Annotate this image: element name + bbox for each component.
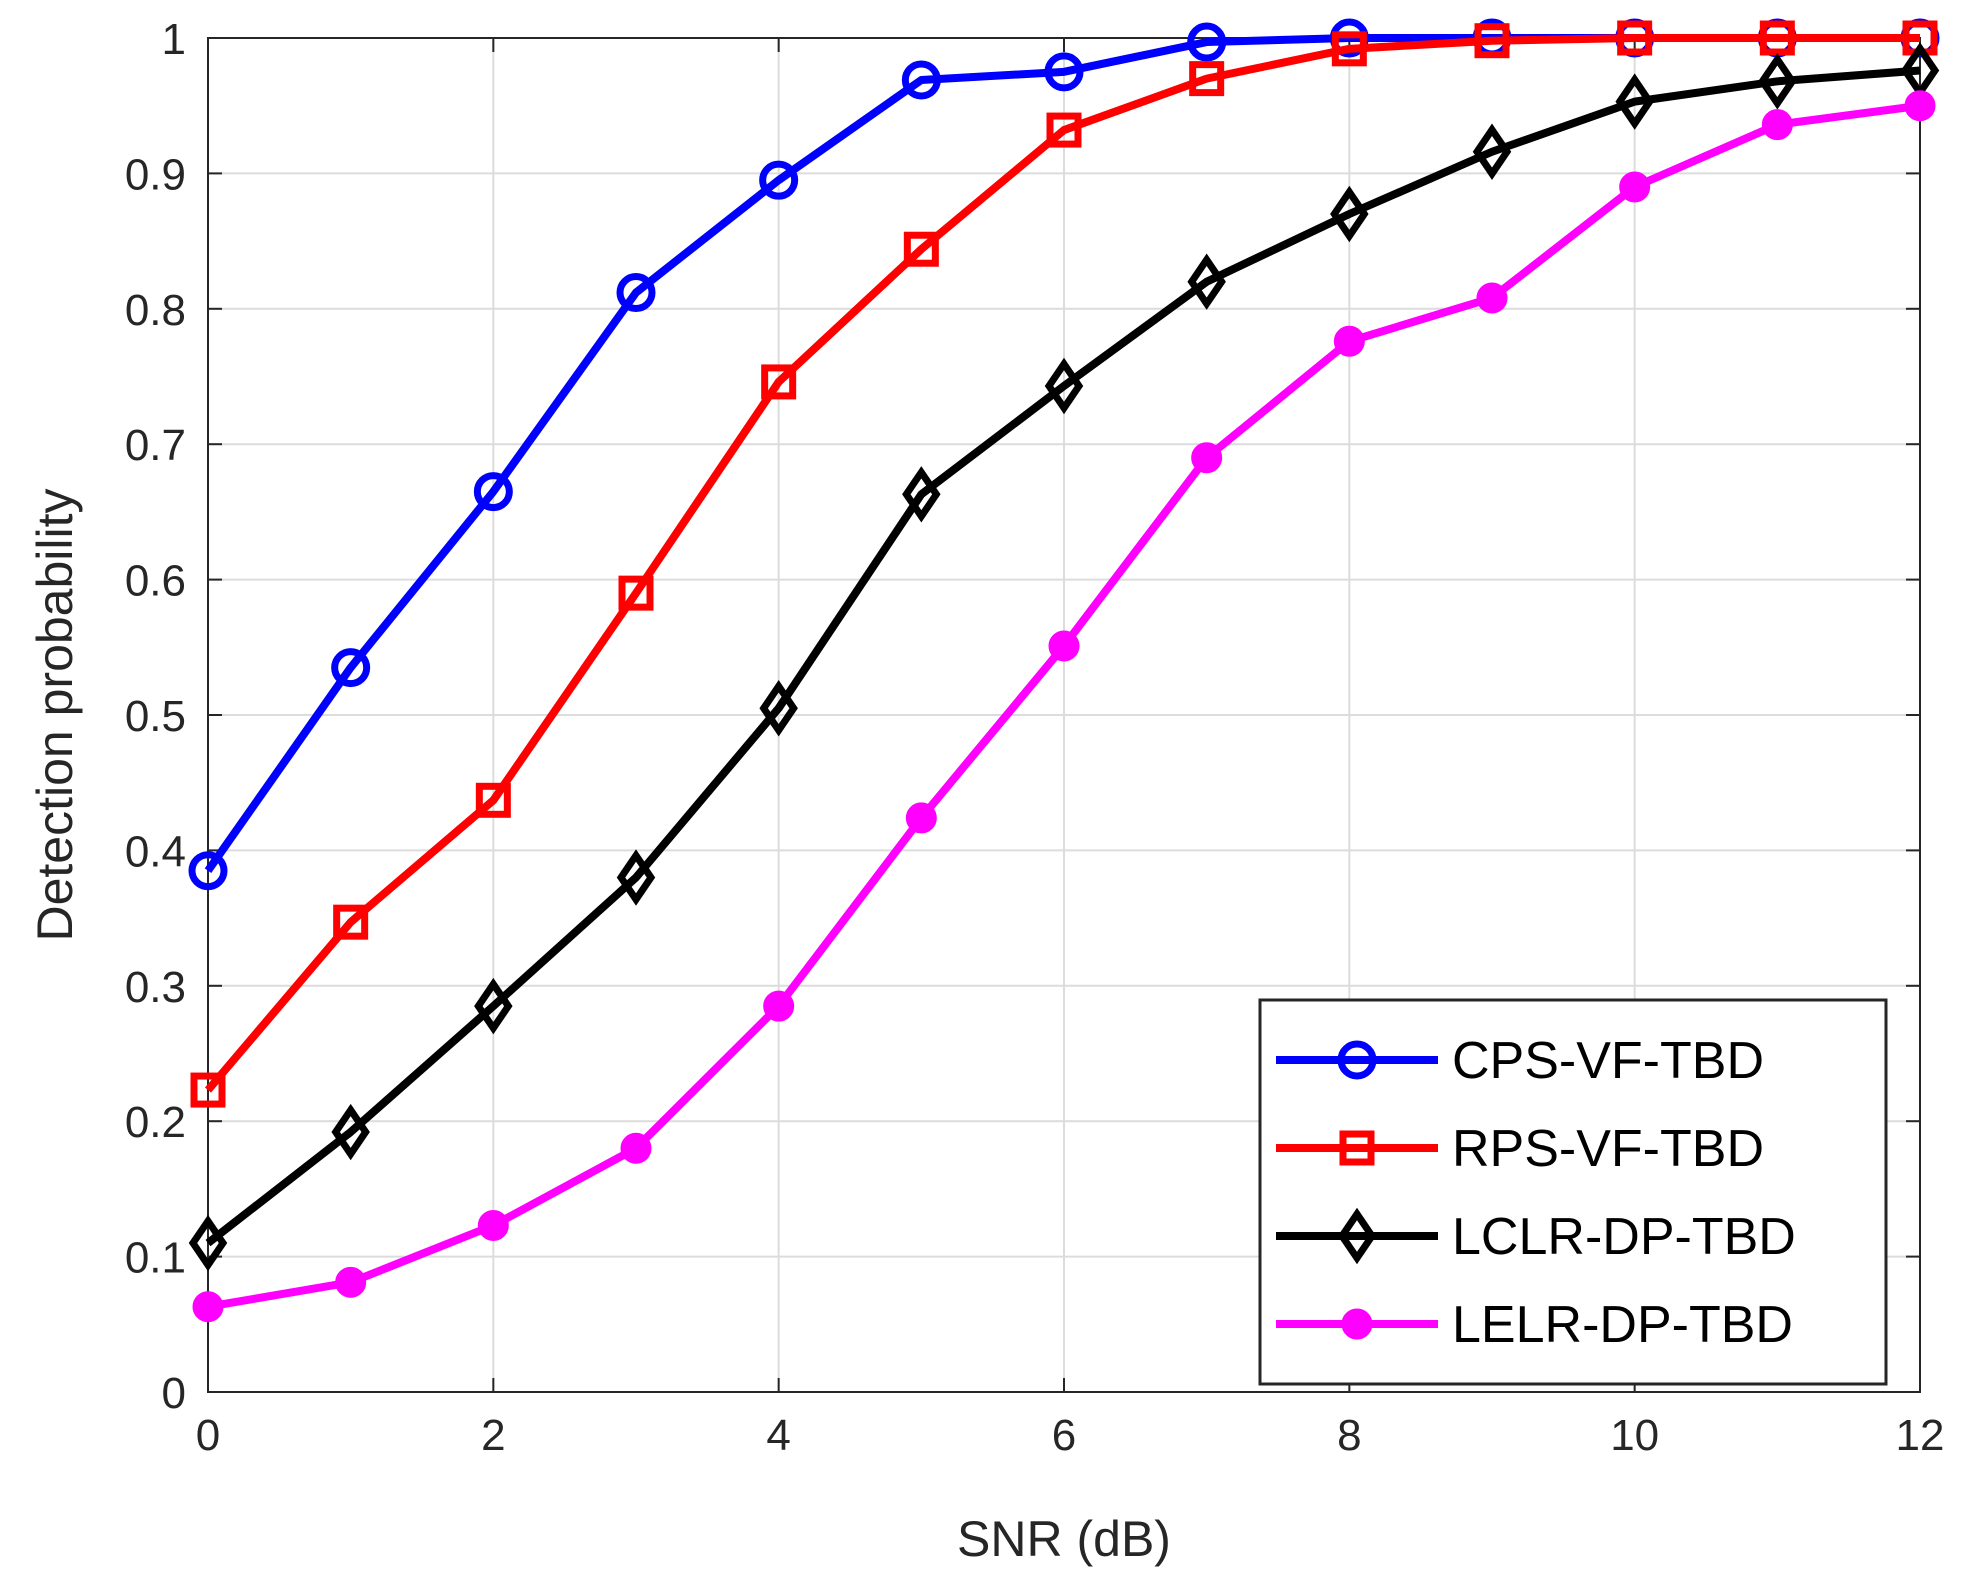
- y-tick-label: 0.8: [125, 286, 186, 335]
- series-lclr-dp-tbd: [188, 42, 1940, 1272]
- data-point-lelr-dp-tbd: [335, 1266, 367, 1298]
- data-point-rps-vf-tbd: [903, 231, 939, 267]
- x-tick-label: 8: [1337, 1411, 1361, 1460]
- data-point-rps-vf-tbd: [1759, 20, 1795, 56]
- data-point-lelr-dp-tbd: [1904, 90, 1936, 122]
- data-point-rps-vf-tbd: [1331, 31, 1367, 67]
- data-point-lelr-dp-tbd: [1761, 109, 1793, 141]
- data-point-rps-vf-tbd: [475, 782, 511, 818]
- data-point-cps-vf-tbd: [1044, 52, 1084, 92]
- data-point-cps-vf-tbd: [1187, 22, 1227, 62]
- data-point-lclr-dp-tbd: [188, 1214, 228, 1272]
- y-tick-label: 0.1: [125, 1234, 186, 1283]
- legend-item-lclr-dp-tbd: LCLR-DP-TBD: [1276, 1207, 1796, 1266]
- legend-label-lclr-dp-tbd: LCLR-DP-TBD: [1452, 1208, 1796, 1266]
- x-tick-label: 12: [1896, 1411, 1945, 1460]
- data-point-rps-vf-tbd: [761, 364, 797, 400]
- series-layer: [188, 18, 1940, 1323]
- data-point-cps-vf-tbd: [901, 60, 941, 100]
- data-point-cps-vf-tbd: [759, 160, 799, 200]
- data-point-lclr-dp-tbd: [1758, 53, 1797, 110]
- legend: CPS-VF-TBD RPS-VF-TBD LCLR-DP-TBD LELR-DP-T…: [1258, 998, 1888, 1386]
- data-point-lclr-dp-tbd: [474, 977, 513, 1035]
- data-point-lclr-dp-tbd: [759, 680, 798, 737]
- series-lelr-dp-tbd: [192, 90, 1936, 1323]
- y-tick-label: 0.7: [125, 421, 186, 470]
- y-tick-label: 0.2: [125, 1098, 186, 1147]
- data-point-lelr-dp-tbd: [477, 1209, 509, 1241]
- data-point-lclr-dp-tbd: [1330, 185, 1369, 243]
- x-tick-label: 6: [1052, 1411, 1076, 1460]
- legend-item-cps-vf-tbd: CPS-VF-TBD: [1276, 1032, 1764, 1090]
- data-point-lclr-dp-tbd: [1615, 73, 1654, 130]
- data-point-lelr-dp-tbd: [905, 802, 937, 834]
- data-point-lclr-dp-tbd: [902, 466, 941, 523]
- data-point-lelr-dp-tbd: [763, 990, 795, 1022]
- data-point-cps-vf-tbd: [473, 472, 513, 512]
- x-tick-label: 4: [766, 1411, 790, 1460]
- series-line-lclr-dp-tbd: [205, 66, 1921, 1247]
- data-point-lelr-dp-tbd: [1476, 282, 1508, 314]
- axis-ticks: 0 2 4 6 8 10 12 0 0.1 0.2 0.3 0.4 0.5 0.6 0.7 0.8 0.9 1: [125, 15, 1945, 1460]
- y-tick-label: 0: [162, 1369, 186, 1418]
- legend-label-lelr-dp-tbd: LELR-DP-TBD: [1452, 1296, 1793, 1354]
- data-point-lclr-dp-tbd: [616, 849, 656, 906]
- data-point-lclr-dp-tbd: [1187, 253, 1226, 310]
- legend-marker-lelr-dp-tbd: [1341, 1308, 1373, 1340]
- series-line-rps-vf-tbd: [204, 34, 1920, 1093]
- y-tick-label: 1: [162, 15, 186, 64]
- series-rps-vf-tbd: [190, 20, 1938, 1108]
- y-tick-label: 0.3: [125, 963, 186, 1012]
- legend-marker-cps-vf-tbd: [1337, 1040, 1377, 1080]
- x-axis-label: SNR (dB): [957, 1511, 1171, 1567]
- legend-label-cps-vf-tbd: CPS-VF-TBD: [1452, 1032, 1764, 1090]
- x-tick-label: 0: [196, 1411, 220, 1460]
- y-axis-label: Detection probability: [27, 488, 83, 941]
- y-tick-label: 0.6: [125, 557, 186, 606]
- y-tick-label: 0.4: [125, 827, 186, 876]
- y-tick-label: 0.9: [125, 150, 186, 199]
- data-point-rps-vf-tbd: [190, 1072, 226, 1108]
- data-point-rps-vf-tbd: [618, 575, 654, 611]
- data-point-rps-vf-tbd: [1617, 20, 1653, 56]
- x-tick-label: 10: [1610, 1411, 1659, 1460]
- data-point-rps-vf-tbd: [1474, 23, 1510, 59]
- data-point-lclr-dp-tbd: [1472, 123, 1512, 180]
- data-point-cps-vf-tbd: [616, 273, 656, 313]
- data-point-lelr-dp-tbd: [1619, 171, 1651, 203]
- data-point-lclr-dp-tbd: [1044, 357, 1084, 415]
- data-point-cps-vf-tbd: [188, 851, 228, 891]
- legend-item-rps-vf-tbd: RPS-VF-TBD: [1276, 1120, 1764, 1178]
- data-point-lelr-dp-tbd: [192, 1291, 224, 1323]
- legend-label-rps-vf-tbd: RPS-VF-TBD: [1452, 1120, 1764, 1178]
- data-point-rps-vf-tbd: [1189, 61, 1225, 97]
- data-point-rps-vf-tbd: [1046, 112, 1082, 148]
- legend-marker-rps-vf-tbd: [1339, 1130, 1375, 1166]
- legend-item-lelr-dp-tbd: LELR-DP-TBD: [1276, 1296, 1793, 1354]
- data-point-rps-vf-tbd: [333, 904, 369, 940]
- data-point-lclr-dp-tbd: [331, 1103, 370, 1161]
- y-tick-label: 0.5: [125, 692, 186, 741]
- data-point-lelr-dp-tbd: [1191, 442, 1223, 474]
- data-point-cps-vf-tbd: [331, 648, 371, 688]
- legend-marker-lclr-dp-tbd: [1337, 1207, 1377, 1265]
- data-point-lelr-dp-tbd: [1333, 325, 1365, 357]
- plot-frame: [207, 37, 1921, 1393]
- data-point-lelr-dp-tbd: [620, 1132, 652, 1164]
- data-point-lelr-dp-tbd: [1048, 630, 1080, 662]
- x-tick-label: 2: [481, 1411, 505, 1460]
